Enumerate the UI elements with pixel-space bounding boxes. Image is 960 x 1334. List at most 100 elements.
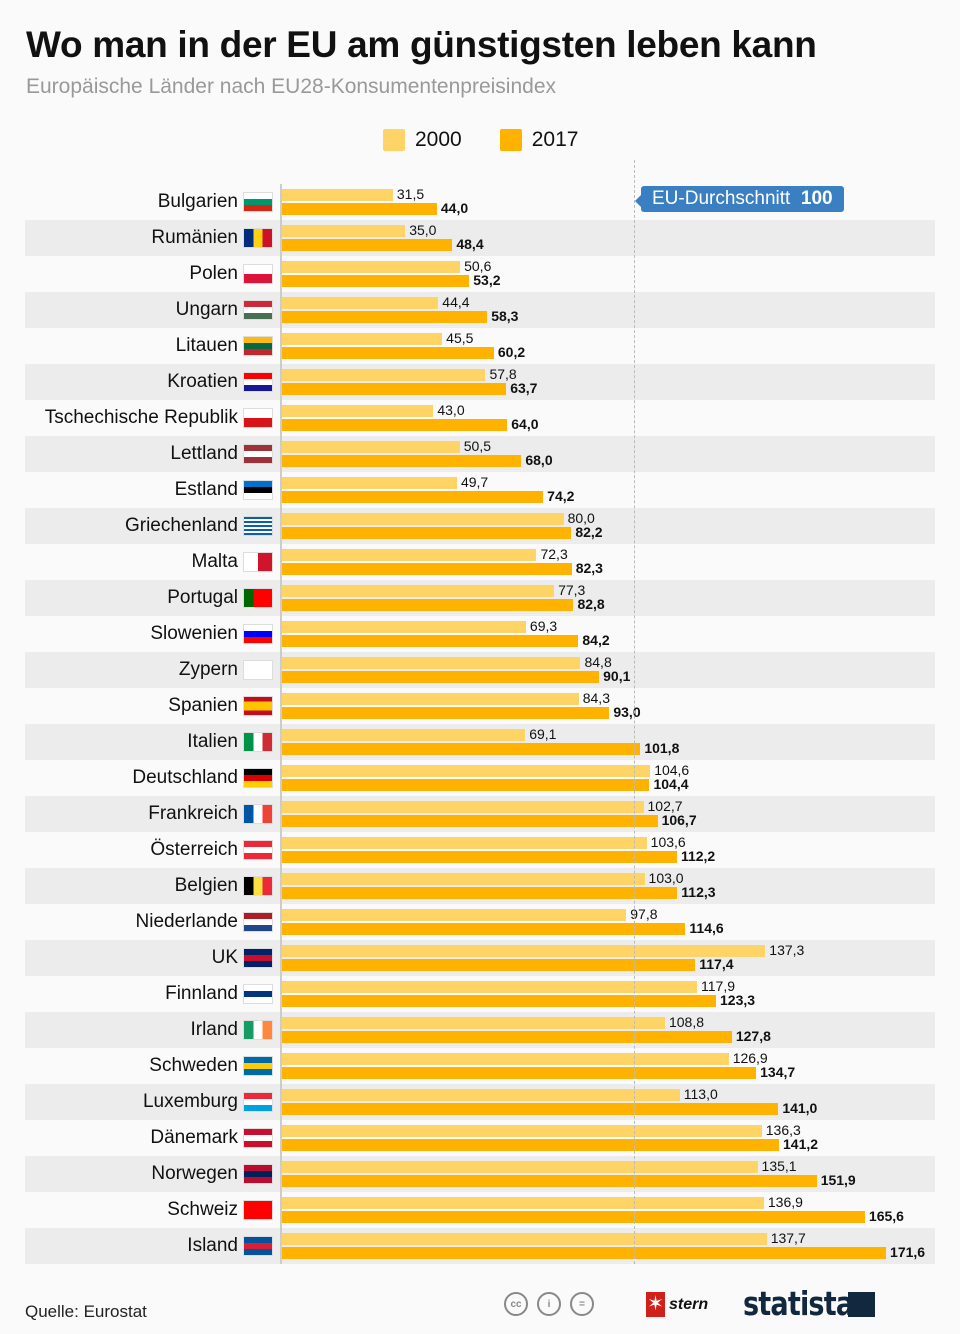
country-label: Italien [187, 731, 238, 752]
bar-2017 [282, 311, 488, 323]
bar-2017 [282, 239, 453, 251]
bar-2017 [282, 959, 696, 971]
cc-icon: cc [504, 1292, 528, 1316]
bar-2000 [282, 1125, 762, 1137]
flag-icon [243, 336, 273, 356]
flag-icon [243, 516, 273, 536]
value-label-2017: 151,9 [820, 1172, 856, 1188]
bar-2017 [282, 779, 650, 791]
value-label-2017: 114,6 [689, 920, 724, 936]
bar-2017 [282, 419, 508, 431]
bar-2000 [282, 261, 461, 273]
flag-icon [243, 480, 273, 500]
value-label-2017: 63,7 [510, 380, 538, 396]
value-label-2017: 104,4 [653, 776, 689, 792]
country-label: Polen [189, 263, 238, 284]
flag-icon [243, 1020, 273, 1040]
value-label-2017: 112,3 [681, 884, 716, 900]
bar-2017 [282, 383, 507, 395]
legend-label-2000: 2000 [415, 128, 462, 151]
country-label: Litauen [175, 335, 238, 356]
value-label-2000: 97,8 [630, 906, 658, 922]
value-label-2000: 77,3 [558, 582, 586, 598]
value-label-2000: 50,6 [464, 258, 492, 274]
country-label: Frankreich [148, 803, 238, 824]
bar-2000 [282, 225, 406, 237]
country-label: Bulgarien [157, 191, 238, 212]
value-label-2017: 171,6 [890, 1244, 926, 1260]
value-label-2000: 45,5 [446, 330, 474, 346]
country-label: Lettland [170, 443, 238, 464]
bar-2017 [282, 599, 574, 611]
flag-icon [243, 732, 273, 752]
flag-icon [243, 228, 273, 248]
flag-icon [243, 1236, 273, 1256]
country-label: Zypern [178, 659, 238, 680]
bar-2000 [282, 909, 627, 921]
value-label-2000: 135,1 [761, 1158, 797, 1174]
value-label-2000: 137,3 [769, 942, 805, 958]
bar-2000 [282, 729, 526, 741]
country-label: Dänemark [150, 1127, 238, 1148]
value-label-2017: 82,3 [575, 560, 603, 576]
y-axis-line [280, 184, 282, 1264]
value-label-2000: 72,3 [540, 546, 568, 562]
bar-2017 [282, 275, 470, 287]
value-label-2017: 141,2 [783, 1136, 819, 1152]
bar-2000 [282, 333, 443, 345]
bar-2000 [282, 837, 647, 849]
value-label-2017: 68,0 [525, 452, 553, 468]
bar-2017 [282, 527, 572, 539]
country-label: Österreich [150, 839, 238, 860]
flag-icon [243, 588, 273, 608]
value-label-2000: 84,8 [584, 654, 612, 670]
value-label-2017: 58,3 [491, 308, 519, 324]
value-label-2017: 101,8 [644, 740, 680, 756]
country-label: Malta [191, 551, 238, 572]
bar-2017 [282, 1139, 780, 1151]
bar-2000 [282, 1089, 680, 1101]
bar-2000 [282, 1017, 665, 1029]
flag-icon [243, 444, 273, 464]
value-label-2017: 82,2 [575, 524, 603, 540]
value-label-2017: 44,0 [440, 200, 469, 216]
country-label: Finnland [165, 983, 238, 1004]
eu-average-label: EU-Durchschnitt 100 [635, 186, 844, 212]
flag-icon [243, 1128, 273, 1148]
bar-2000 [282, 1233, 767, 1245]
value-label-2000: 31,5 [396, 186, 425, 202]
flag-icon [243, 660, 273, 680]
bar-2017 [282, 347, 494, 359]
country-label: Island [187, 1235, 238, 1256]
bar-2017 [282, 1247, 887, 1259]
value-label-2000: 102,7 [647, 798, 683, 814]
country-label: Luxemburg [142, 1091, 238, 1112]
value-label-2000: 108,8 [668, 1014, 705, 1030]
value-label-2017: 127,8 [735, 1028, 771, 1044]
bar-2000 [282, 189, 393, 201]
bar-2017 [282, 203, 437, 215]
bar-2000 [282, 585, 555, 597]
flag-icon [243, 840, 273, 860]
bar-2017 [282, 707, 610, 719]
value-label-2000: 49,7 [460, 474, 489, 490]
bar-2017 [282, 1067, 757, 1079]
bar-2017 [282, 1175, 817, 1187]
value-label-2000: 126,9 [732, 1050, 768, 1066]
value-label-2017: 82,8 [577, 596, 605, 612]
bar-2000 [282, 477, 457, 489]
stern-logo: ✶ stern [646, 1292, 709, 1317]
value-label-2017: 123,3 [720, 992, 756, 1008]
value-label-2000: 44,4 [442, 294, 470, 310]
country-label: Schweden [149, 1055, 238, 1076]
chart-title: Wo man in der EU am günstigsten leben ka… [26, 24, 817, 65]
country-label: Slowenien [150, 623, 238, 644]
bar-2017 [282, 671, 600, 683]
value-label-2017: 106,7 [661, 812, 697, 828]
bar-2017 [282, 1103, 779, 1115]
bar-2017 [282, 995, 717, 1007]
value-label-2017: 117,4 [699, 956, 734, 972]
value-label-2000: 137,7 [770, 1230, 806, 1246]
bar-2000 [282, 981, 697, 993]
value-label-2000: 136,3 [765, 1122, 801, 1138]
